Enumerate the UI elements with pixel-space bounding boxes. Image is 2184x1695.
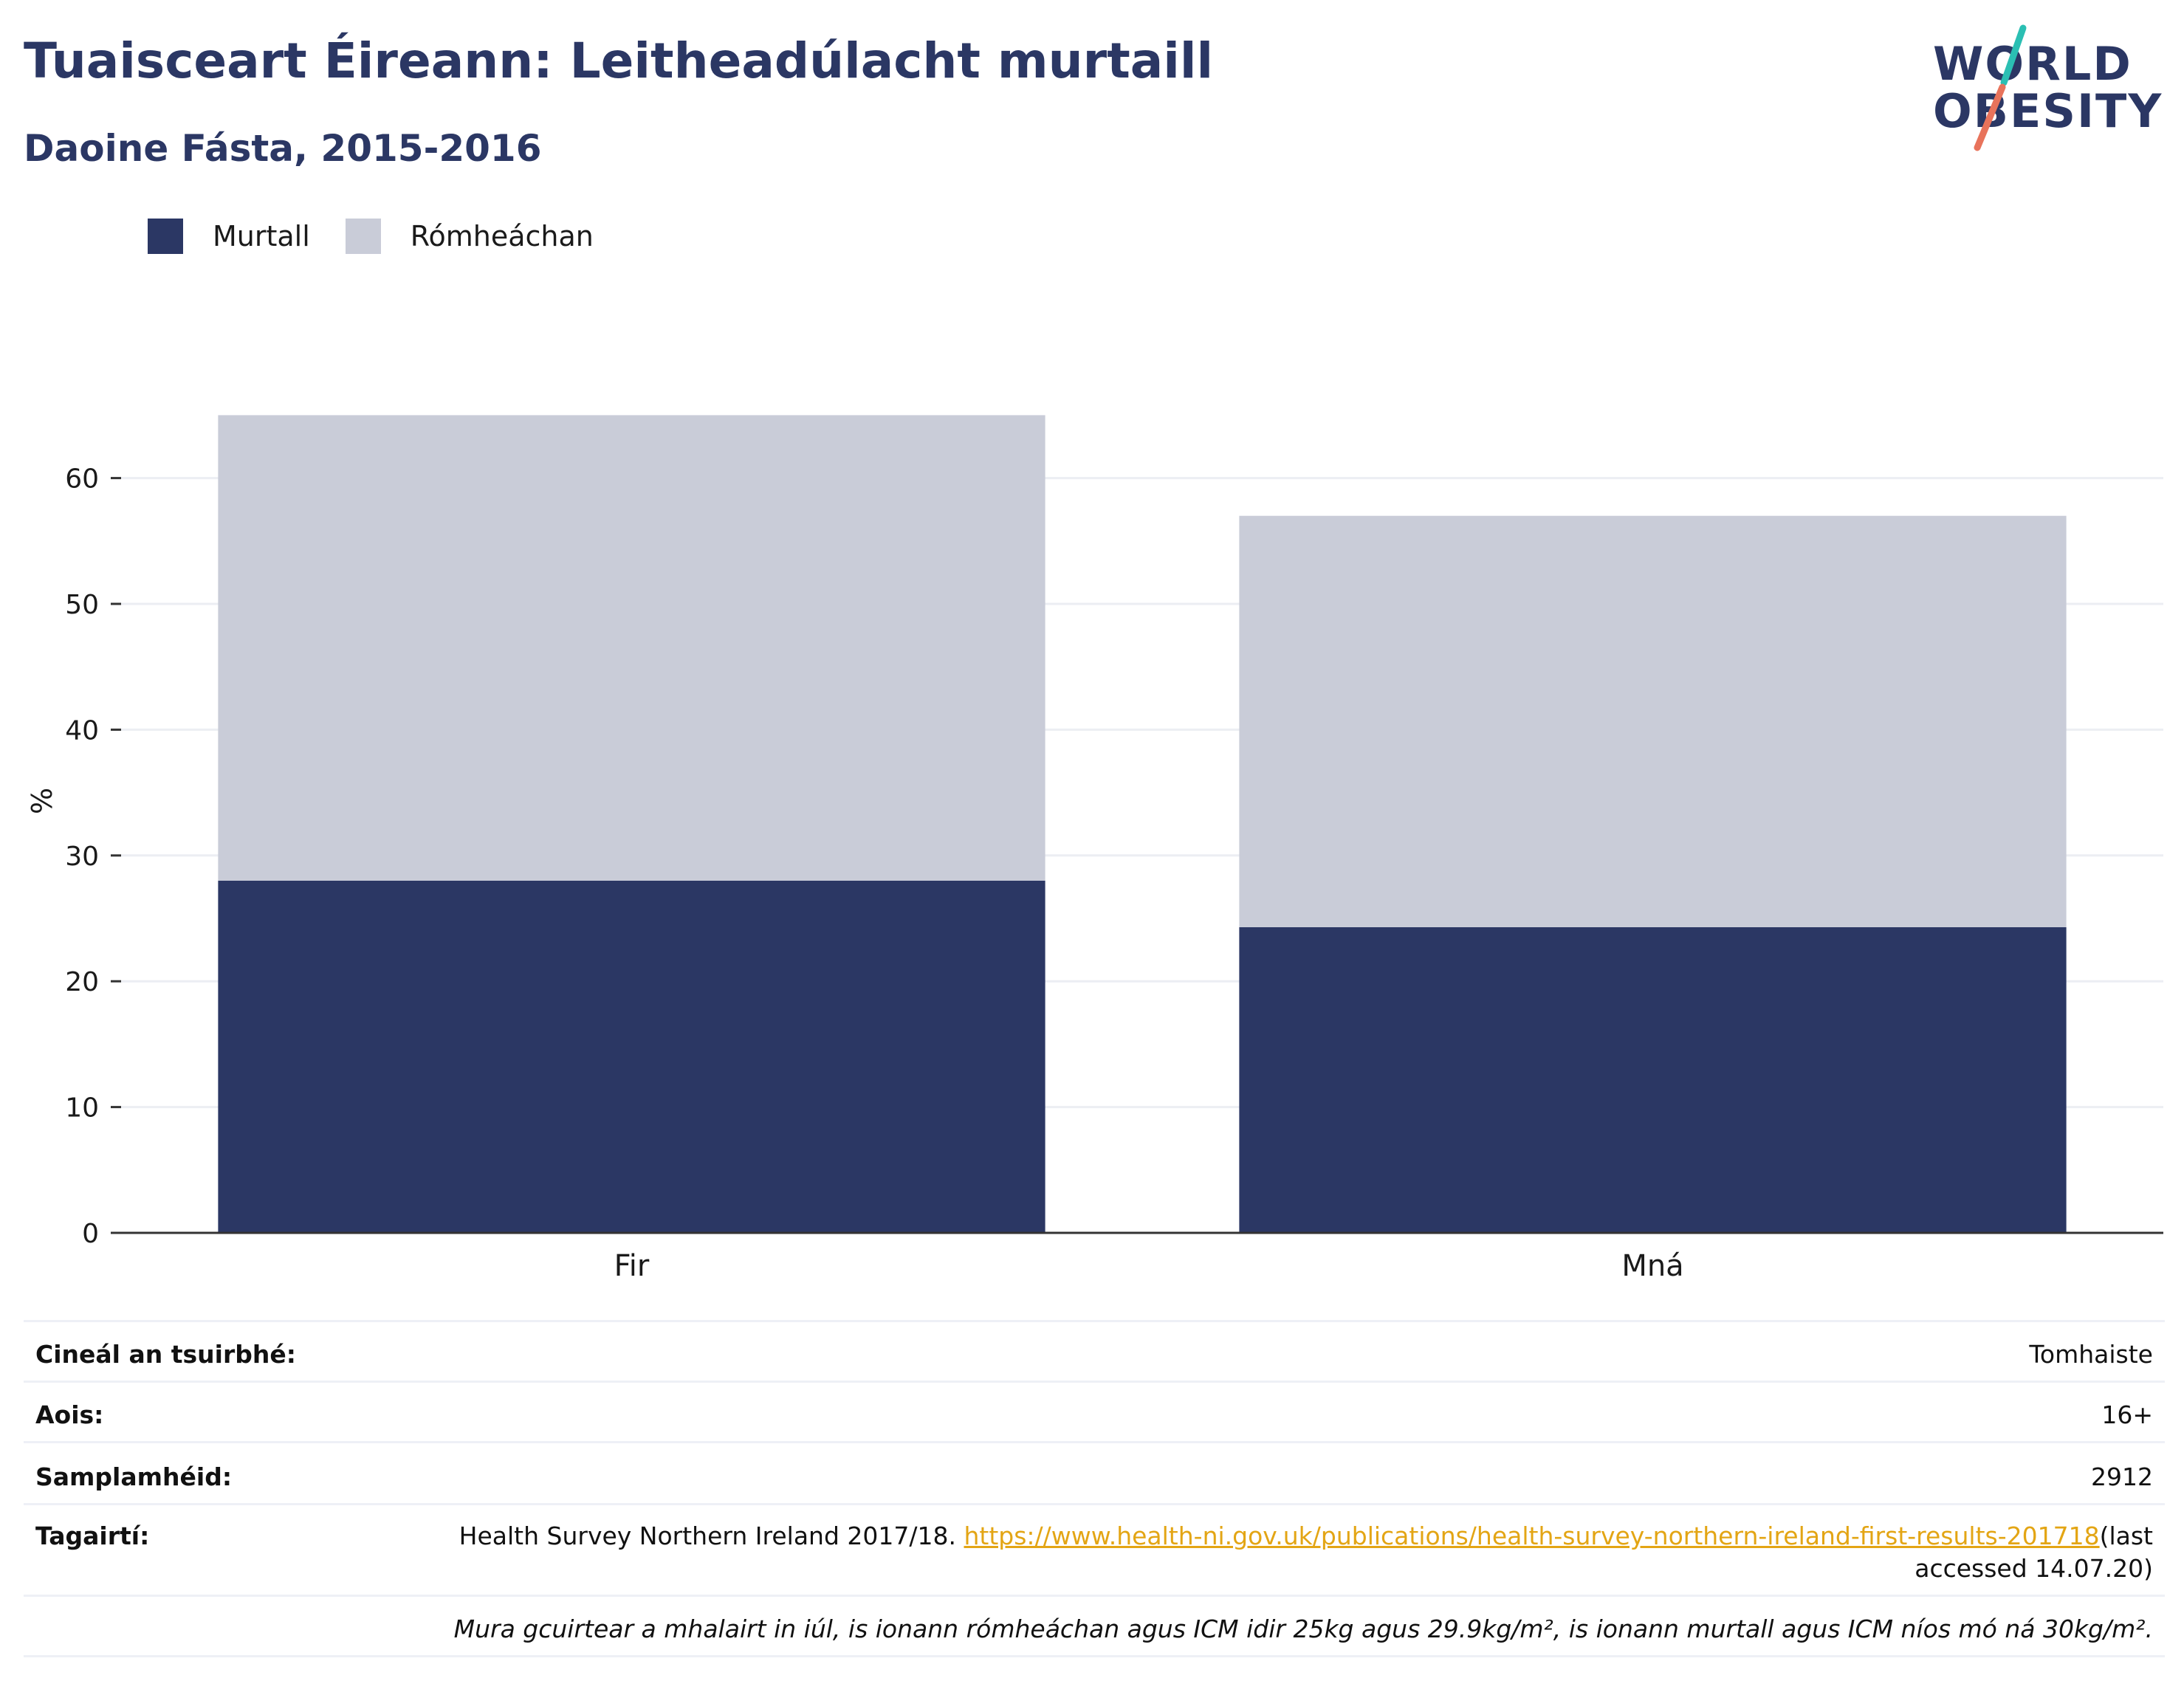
legend-item-murtall: Murtall bbox=[148, 219, 310, 254]
legend-swatch-romheachan bbox=[345, 219, 381, 254]
legend-item-romheachan: Rómheáchan bbox=[345, 219, 594, 254]
logo-line-2: OBESITY bbox=[1933, 84, 2163, 138]
x-tick-label-1: Mná bbox=[1621, 1249, 1683, 1283]
sample-size-label: Samplamhéid: bbox=[35, 1462, 233, 1491]
info-row-sample-size: Samplamhéid: 2912 bbox=[24, 1441, 2165, 1505]
chart-title: Tuaisceart Éireann: Leitheadúlacht murta… bbox=[24, 32, 1214, 89]
table-bottom-rule bbox=[24, 1655, 2165, 1657]
stacked-bar-chart: 0 10 20 30 40 50 60% Fir Mná bbox=[26, 415, 2163, 1283]
world-obesity-logo: WORLD OBESITY bbox=[1920, 22, 2171, 155]
info-row-note: Mura gcuirtear a mhalairt in iúl, is ion… bbox=[24, 1595, 2165, 1657]
legend-label-murtall: Murtall bbox=[213, 220, 310, 252]
y-tick-label-40: 40 bbox=[65, 715, 99, 746]
y-tick-label-30: 30 bbox=[65, 842, 99, 872]
y-tick-label-50: 50 bbox=[65, 590, 99, 620]
legend-swatch-murtall bbox=[148, 219, 183, 254]
reference-link[interactable]: https://www.health-ni.gov.uk/publication… bbox=[964, 1522, 2100, 1550]
reference-citation: Health Survey Northern Ireland 2017/18. bbox=[459, 1522, 964, 1550]
bar-rmhechan-1 bbox=[1239, 515, 2067, 927]
bar-murtall-0 bbox=[218, 880, 1045, 1233]
references-text: Health Survey Northern Ireland 2017/18. … bbox=[455, 1520, 2153, 1585]
age-value: 16+ bbox=[2101, 1400, 2153, 1429]
info-row-survey-type: Cineál an tsuirbhé: Tomhaiste bbox=[24, 1320, 2165, 1383]
logo-slash-icon bbox=[1974, 24, 2027, 151]
legend-label-romheachan: Rómheáchan bbox=[410, 220, 594, 252]
y-tick-label-0: 0 bbox=[82, 1219, 99, 1249]
y-tick-label-20: 20 bbox=[65, 967, 99, 997]
bar-rmhechan-0 bbox=[218, 415, 1045, 881]
info-row-references: Tagairtí: Health Survey Northern Ireland… bbox=[24, 1503, 2165, 1597]
bar-murtall-1 bbox=[1239, 926, 2067, 1233]
sample-size-value: 2912 bbox=[2091, 1462, 2153, 1491]
y-tick-label-10: 10 bbox=[65, 1093, 99, 1124]
chart-legend: Murtall Rómheáchan bbox=[148, 219, 629, 254]
logo-line-1: WORLD bbox=[1933, 37, 2132, 91]
survey-type-value: Tomhaiste bbox=[2029, 1340, 2153, 1369]
x-tick-label-0: Fir bbox=[614, 1249, 650, 1283]
info-row-age: Aois: 16+ bbox=[24, 1381, 2165, 1443]
y-axis-label: % bbox=[26, 788, 58, 814]
survey-type-label: Cineál an tsuirbhé: bbox=[35, 1340, 296, 1369]
chart-subtitle: Daoine Fásta, 2015-2016 bbox=[24, 127, 542, 170]
y-tick-label-60: 60 bbox=[65, 464, 99, 495]
reference-accessed: (last accessed 14.07.20) bbox=[1915, 1522, 2153, 1583]
definition-note: Mura gcuirtear a mhalairt in iúl, is ion… bbox=[453, 1615, 2153, 1643]
references-label: Tagairtí: bbox=[35, 1522, 150, 1550]
age-label: Aois: bbox=[35, 1400, 104, 1429]
